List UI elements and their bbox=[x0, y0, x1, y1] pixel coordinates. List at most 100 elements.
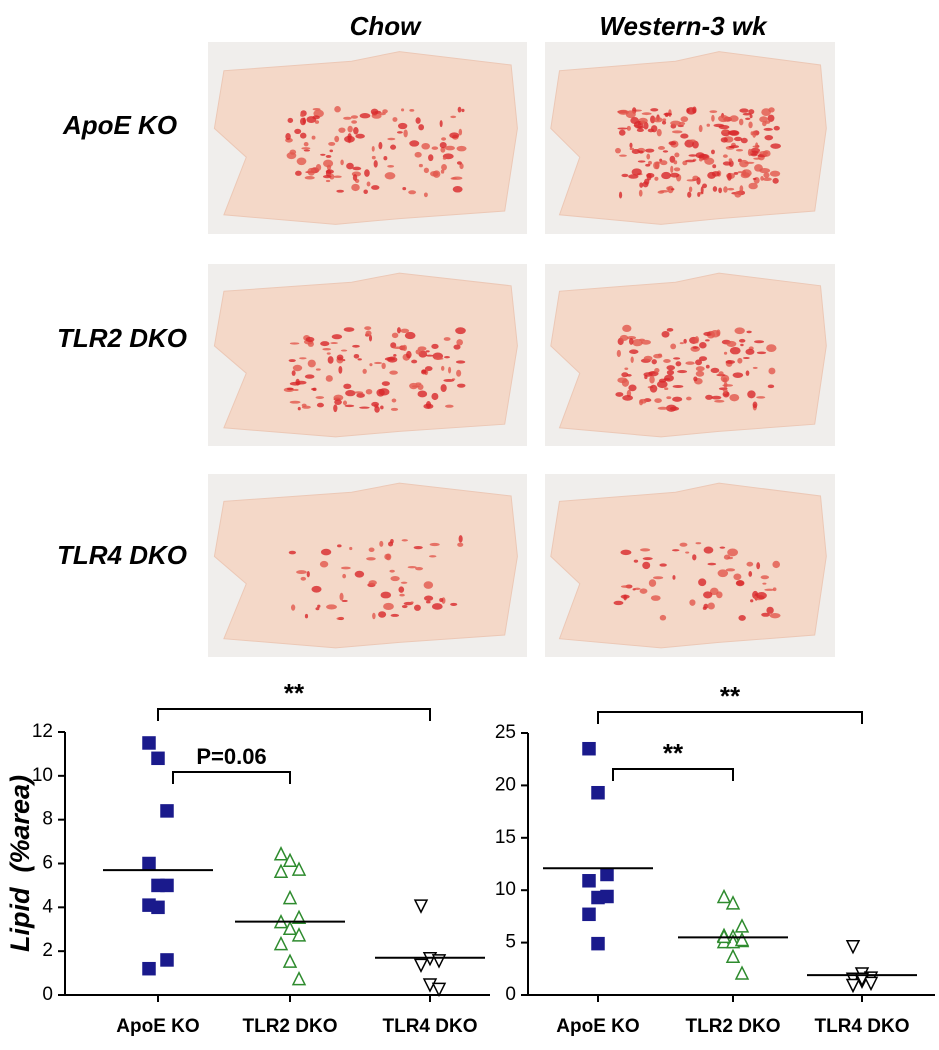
lipid-stain bbox=[763, 172, 770, 178]
lipid-stain bbox=[315, 368, 321, 371]
lipid-stain bbox=[723, 381, 728, 389]
lipid-stain bbox=[401, 539, 408, 542]
lipid-stain bbox=[661, 330, 670, 338]
lipid-stain bbox=[366, 557, 376, 561]
lipid-stain bbox=[390, 613, 400, 617]
lipid-stain bbox=[288, 359, 296, 363]
lipid-stain bbox=[631, 168, 642, 176]
lipid-stain bbox=[351, 183, 360, 192]
lipid-stain bbox=[740, 343, 744, 347]
x-tick-label: TLR4 DKO bbox=[815, 1016, 910, 1037]
lipid-stain bbox=[329, 173, 335, 180]
y-tick-label: 0 bbox=[505, 984, 516, 1005]
lipid-stain bbox=[753, 340, 765, 344]
lipid-stain bbox=[642, 561, 651, 570]
lipid-stain bbox=[390, 407, 399, 411]
lipid-stain bbox=[748, 121, 753, 129]
lipid-stain bbox=[686, 179, 696, 182]
data-point bbox=[160, 878, 174, 893]
lipid-stain bbox=[381, 362, 386, 370]
lipid-stain bbox=[629, 349, 639, 354]
y-tick-label: 10 bbox=[495, 879, 516, 900]
lipid-stain bbox=[634, 587, 641, 591]
lipid-stain bbox=[739, 185, 744, 193]
lipid-stain bbox=[763, 127, 773, 131]
lipid-stain bbox=[307, 167, 316, 176]
lipid-stain bbox=[752, 177, 757, 180]
data-point bbox=[142, 736, 156, 750]
data-point bbox=[291, 927, 307, 942]
lipid-stain bbox=[625, 110, 636, 119]
lipid-stain bbox=[315, 396, 325, 399]
lipid-stain bbox=[325, 375, 333, 382]
lipid-stain bbox=[705, 364, 710, 369]
lipid-stain bbox=[329, 149, 334, 153]
lipid-stain bbox=[431, 343, 439, 349]
lipid-stain bbox=[673, 160, 678, 165]
lipid-stain bbox=[317, 604, 321, 608]
data-point bbox=[582, 907, 596, 922]
lipid-stain bbox=[448, 366, 452, 374]
lipid-stain bbox=[666, 365, 676, 371]
lipid-stain bbox=[366, 181, 371, 187]
lipid-stain bbox=[695, 152, 705, 159]
lipid-stain bbox=[456, 161, 462, 165]
lipid-stain bbox=[359, 406, 370, 409]
lipid-stain bbox=[746, 330, 752, 334]
lipid-stain bbox=[417, 383, 424, 391]
lipid-stain bbox=[304, 374, 315, 379]
lipid-stain bbox=[421, 142, 430, 150]
lipid-stain bbox=[639, 182, 644, 188]
lipid-stain bbox=[288, 550, 297, 555]
lipid-stain bbox=[719, 546, 726, 549]
lipid-stain bbox=[749, 114, 753, 119]
lipid-stain bbox=[380, 591, 392, 599]
lipid-stain bbox=[764, 120, 771, 124]
lipid-stain bbox=[431, 603, 443, 610]
lipid-stain bbox=[652, 576, 664, 580]
lipid-stain bbox=[387, 137, 396, 141]
lipid-stain bbox=[680, 116, 689, 123]
lipid-stain bbox=[357, 358, 362, 361]
significance-label: P=0.06 bbox=[196, 744, 266, 769]
y-axis-label: Lipid (%area) bbox=[5, 775, 35, 952]
lipid-stain bbox=[671, 549, 680, 552]
lipid-stain bbox=[650, 595, 661, 601]
lipid-stain bbox=[428, 154, 434, 162]
lipid-stain bbox=[772, 177, 779, 184]
data-point bbox=[734, 931, 750, 947]
lipid-stain bbox=[341, 599, 348, 603]
lipid-stain bbox=[688, 154, 697, 157]
data-point bbox=[716, 888, 732, 904]
lipid-stain bbox=[703, 331, 713, 337]
data-point bbox=[734, 965, 750, 980]
lipid-stain bbox=[408, 190, 417, 195]
lipid-stain bbox=[626, 335, 637, 340]
lipid-stain bbox=[748, 109, 755, 115]
lipid-stain bbox=[368, 334, 373, 342]
lipid-stain bbox=[660, 160, 668, 166]
lipid-stain bbox=[289, 149, 297, 155]
lipid-stain bbox=[452, 186, 463, 193]
lipid-stain bbox=[680, 133, 689, 139]
lipid-stain bbox=[423, 595, 434, 601]
lipid-stain bbox=[290, 604, 296, 611]
lipid-stain bbox=[387, 356, 398, 363]
lipid-stain bbox=[750, 599, 754, 603]
lipid-stain bbox=[371, 185, 380, 190]
lipid-stain bbox=[692, 554, 697, 561]
tissue bbox=[213, 51, 518, 225]
lipid-stain bbox=[646, 153, 651, 160]
lipid-stain bbox=[370, 108, 379, 115]
lipid-stain bbox=[725, 568, 736, 572]
lipid-stain bbox=[434, 357, 444, 360]
lipid-stain bbox=[320, 341, 330, 347]
lipid-stain bbox=[673, 167, 681, 172]
tissue bbox=[550, 482, 827, 649]
lipid-stain bbox=[693, 376, 698, 382]
lipid-stain bbox=[458, 128, 463, 136]
lipid-stain bbox=[368, 547, 375, 552]
lipid-stain bbox=[769, 612, 781, 619]
lipid-stain bbox=[695, 366, 705, 372]
y-tick-label: 6 bbox=[42, 853, 53, 874]
